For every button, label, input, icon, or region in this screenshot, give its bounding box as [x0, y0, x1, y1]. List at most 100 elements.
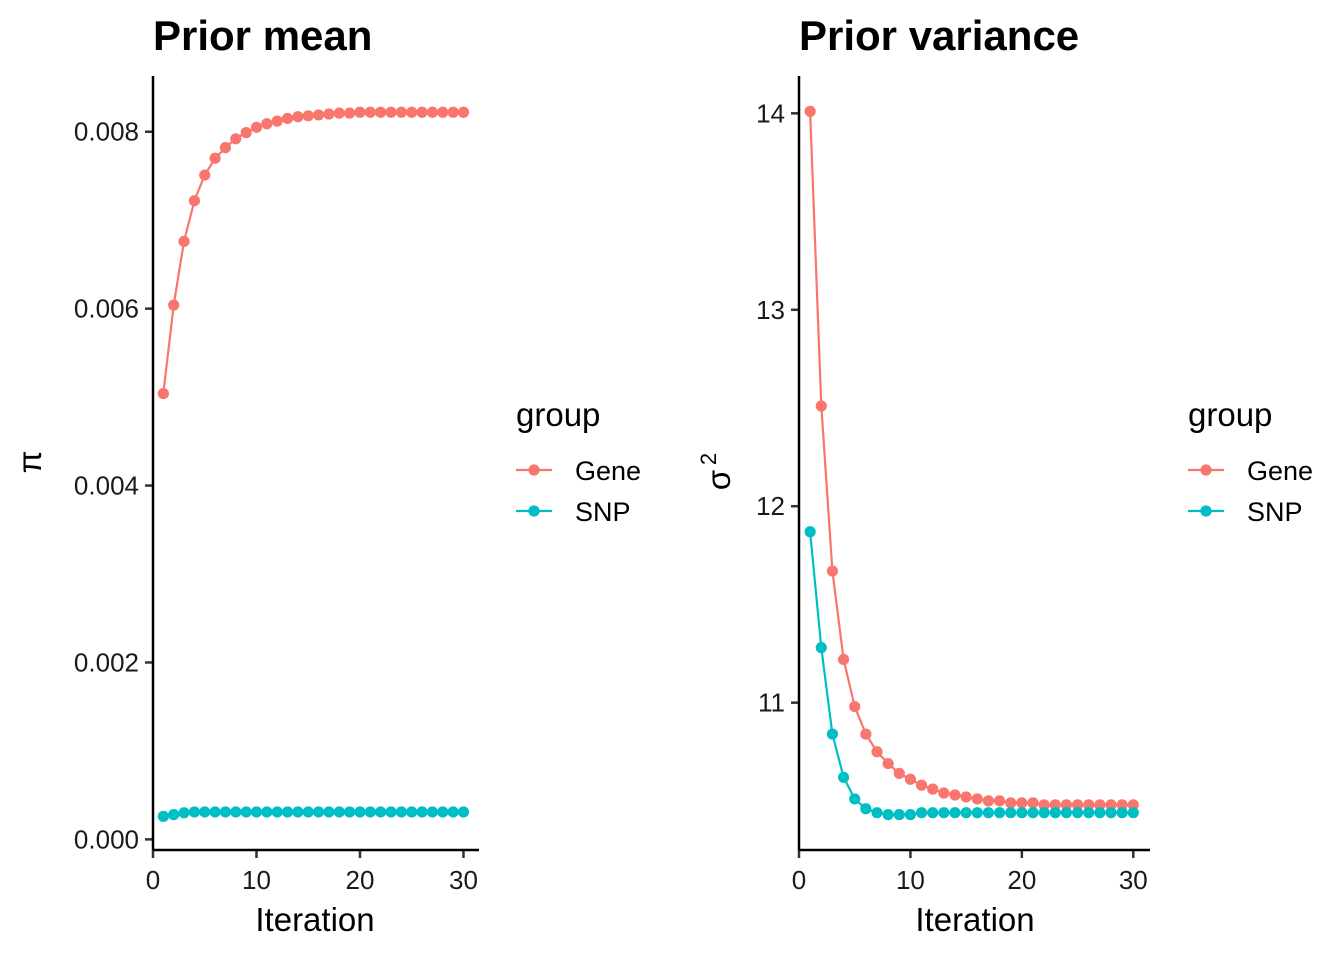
gene-data-point [804, 105, 816, 117]
snp-data-point [199, 806, 211, 818]
snp-data-point [960, 807, 972, 819]
gene-data-point [982, 795, 995, 807]
gene-data-point [457, 106, 470, 118]
gene-data-point [993, 795, 1006, 807]
gene-data-point [375, 106, 387, 118]
x-axis-ticks: 0 10 20 30 [146, 850, 478, 895]
gene-data-point [178, 235, 190, 248]
gene-data-point [1071, 799, 1084, 811]
snp-data-point [385, 806, 397, 818]
snp-data-point [815, 642, 827, 654]
snp-data-point [354, 806, 366, 818]
gene-data-point [1049, 799, 1061, 811]
snp-data-point [904, 809, 917, 821]
gene-data-point [230, 133, 242, 145]
snp-data-point [860, 803, 872, 815]
gene-data-point [882, 757, 894, 770]
gene-data-point [385, 106, 397, 118]
gene-data-point [971, 793, 983, 805]
snp-data-point [188, 806, 200, 818]
gene-data-point [893, 767, 905, 779]
snp-data-point [1060, 807, 1073, 819]
x-axis-title: Iteration [255, 901, 374, 938]
x-axis-ticks: 0 10 20 30 [792, 850, 1148, 895]
gene-data-point [826, 565, 839, 577]
gene-data-point [354, 106, 366, 118]
gene-data-point [860, 728, 872, 740]
legend: group Gene SNP [516, 396, 641, 527]
snp-data-point [927, 807, 939, 819]
snp-legend-label: SNP [1247, 497, 1303, 527]
gene-legend-key-point [528, 464, 540, 476]
y-axis-ticks: 0.000 0.002 0.004 0.006 0.008 [74, 117, 153, 854]
snp-data-point [1049, 807, 1061, 819]
snp-data-point [804, 526, 816, 538]
y-tick-label: 11 [758, 688, 785, 718]
snp-data-point [447, 806, 459, 818]
y-tick-label: 0.006 [74, 294, 139, 324]
y-tick-label: 14 [756, 98, 785, 128]
gene-series-line [162, 111, 464, 394]
gene-data-point [1116, 799, 1128, 811]
snp-data-point [271, 806, 283, 818]
gene-data-point [949, 789, 961, 801]
gene-data-point [209, 152, 221, 164]
snp-data-point [426, 806, 439, 818]
gene-data-point [1038, 799, 1050, 811]
gene-legend-key-point [1200, 464, 1212, 476]
snp-data-point [1094, 807, 1106, 819]
gene-data-point [406, 106, 418, 118]
snp-legend-key-point [528, 505, 540, 517]
gene-data-point [1060, 799, 1073, 811]
chart-title: Prior mean [153, 12, 372, 59]
gene-data-point [250, 121, 263, 133]
legend-title: group [516, 396, 600, 433]
gene-data-point [849, 700, 861, 713]
snp-data-point [993, 807, 1006, 819]
y-tick-label: 0.008 [74, 117, 139, 147]
snp-data-point [312, 806, 325, 818]
snp-data-point [1071, 807, 1084, 819]
snp-data-point [849, 793, 861, 805]
snp-data-point [837, 771, 850, 783]
y-tick-label: 0.004 [74, 471, 139, 501]
snp-data-point [157, 810, 169, 822]
snp-legend-label: SNP [575, 497, 631, 527]
prior-variance-panel: Prior variance Iteration σ 2 11 12 13 14 0 1… [696, 12, 1313, 938]
snp-data-point [281, 806, 294, 818]
series-layer [804, 105, 1139, 821]
prior-mean-panel: Prior mean Iteration π 0.0000.0020.0040.… [11, 12, 641, 938]
snp-data-point [1083, 807, 1095, 819]
snp-data-point [982, 807, 995, 819]
gene-data-point [199, 169, 211, 181]
gene-data-point [437, 106, 449, 118]
x-tick-label: 30 [1119, 865, 1148, 895]
snp-data-point [261, 806, 273, 818]
snp-data-point [178, 807, 190, 819]
gene-data-point [261, 118, 273, 130]
snp-data-point [375, 806, 387, 818]
snp-data-point [302, 806, 314, 818]
y-axis-title: π [11, 451, 48, 474]
gene-data-point [1105, 799, 1117, 811]
gene-legend-label: Gene [575, 456, 641, 486]
y-tick-label: 0.000 [74, 824, 139, 854]
gene-data-point [871, 746, 883, 758]
snp-data-point [1127, 807, 1139, 819]
x-tick-label: 30 [449, 865, 478, 895]
y-tick-label: 0.002 [74, 647, 139, 677]
legend-title: group [1188, 396, 1272, 433]
y-axis-title-base: σ [700, 470, 737, 490]
snp-data-point [1027, 807, 1039, 819]
snp-data-point [938, 807, 950, 819]
gene-data-point [1083, 799, 1095, 811]
snp-data-point [893, 809, 905, 821]
snp-series-line [809, 531, 1134, 816]
snp-data-point [871, 807, 883, 819]
y-axis-title: σ 2 [696, 453, 737, 490]
snp-data-point [250, 806, 263, 818]
gene-data-point [938, 787, 950, 799]
y-axis-ticks: 11 12 13 14 [756, 98, 799, 718]
gene-legend-label: Gene [1247, 456, 1313, 486]
